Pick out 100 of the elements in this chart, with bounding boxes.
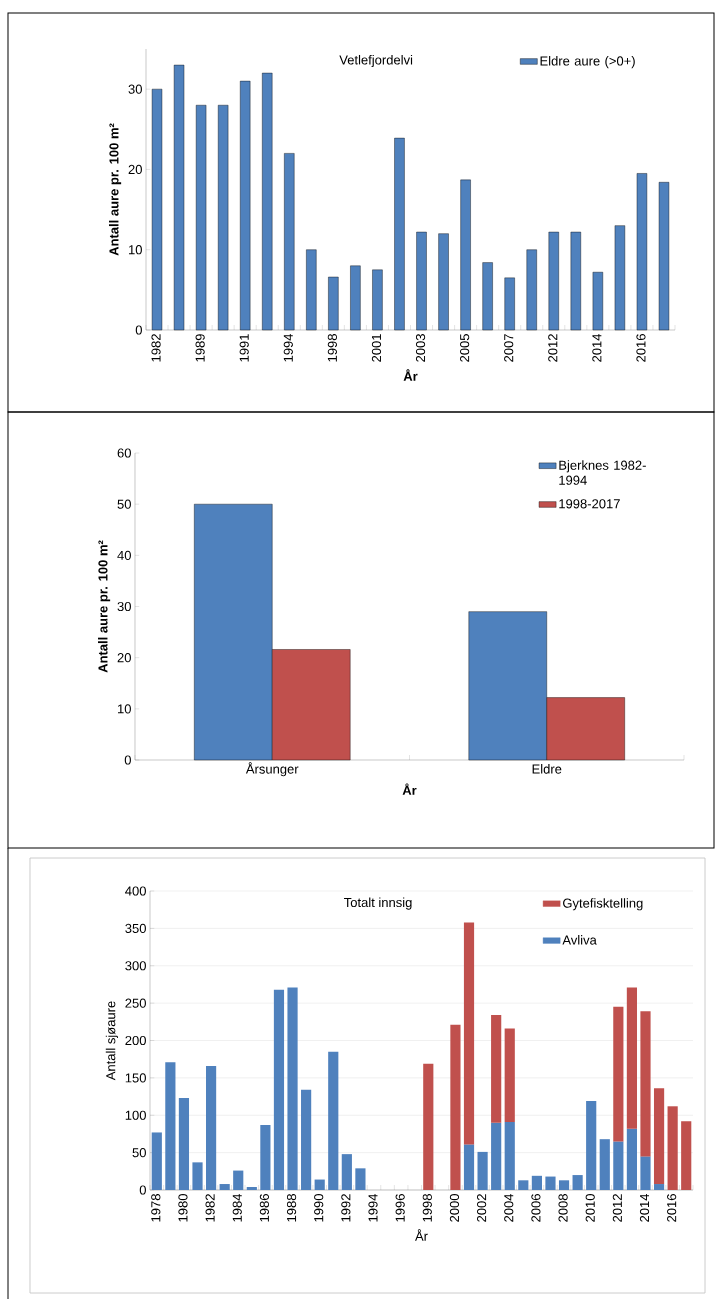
y-tick-label: 20	[117, 653, 131, 663]
x-tick-label: 1986	[259, 1194, 270, 1222]
bar	[545, 1176, 556, 1191]
bar	[416, 231, 427, 331]
y-tick-label: 0	[139, 1185, 146, 1195]
x-tick-label: 2005	[460, 334, 470, 362]
y-axis-title: Antall sjøaure	[105, 1001, 118, 1081]
y-tick-label: 10	[118, 704, 131, 714]
bar	[233, 1170, 244, 1191]
bar	[613, 1141, 624, 1191]
bar	[640, 1011, 651, 1157]
legend-label: Bjerknes 1982-1994	[559, 460, 646, 485]
x-tick-label: 1978	[151, 1194, 161, 1222]
bar	[355, 1168, 366, 1191]
bar	[640, 1156, 651, 1191]
bar	[636, 173, 648, 331]
bar	[614, 225, 626, 331]
y-tick-label: 300	[125, 961, 146, 971]
bar	[548, 231, 559, 331]
legend-label: Gytefisktelling	[563, 898, 643, 911]
y-tick-label: 250	[125, 998, 146, 1008]
bar	[217, 105, 229, 331]
bar	[219, 1184, 230, 1191]
x-tick-label: Årsunger	[245, 762, 299, 777]
x-tick-label: 1994	[368, 1193, 378, 1222]
x-tick-label: 1998	[327, 334, 337, 362]
bar	[526, 249, 537, 331]
x-tick-label: 2012	[612, 1194, 622, 1222]
bar	[240, 80, 251, 331]
legend-label: 1998-2017	[559, 499, 620, 509]
x-tick-label: 2010	[585, 1194, 595, 1222]
chart-title: Vetlefjordelvi	[339, 54, 413, 68]
x-tick-label: 2001	[371, 334, 382, 362]
bar	[301, 1089, 312, 1191]
bar	[260, 1124, 271, 1191]
bar	[328, 276, 339, 331]
y-tick-label: 10	[129, 245, 142, 255]
bar	[314, 1179, 325, 1191]
y-tick-label: 150	[125, 1073, 146, 1083]
x-tick-label: 2014	[639, 1193, 650, 1222]
bar	[463, 922, 475, 1145]
x-tick-label: 1990	[314, 1194, 324, 1222]
y-tick-label: 50	[117, 499, 131, 509]
x-tick-label: 1996	[395, 1194, 405, 1222]
x-tick-label: 2016	[667, 1194, 677, 1222]
bar	[653, 1184, 665, 1191]
bar	[206, 1065, 217, 1191]
bar	[262, 72, 273, 331]
bar	[653, 1088, 665, 1185]
bar	[491, 1015, 502, 1123]
bar	[287, 987, 298, 1191]
bar	[192, 1162, 203, 1191]
bar	[151, 88, 163, 331]
bar	[477, 1151, 488, 1191]
y-tick-label: 20	[128, 164, 142, 175]
bar	[350, 265, 361, 331]
bar	[626, 987, 637, 1129]
bar	[558, 1180, 570, 1191]
bar	[438, 233, 449, 331]
bar	[178, 1098, 190, 1191]
y-tick-label: 400	[125, 886, 146, 896]
bar	[482, 262, 493, 331]
bar	[463, 1144, 475, 1191]
x-axis-title: År	[415, 1229, 428, 1241]
bar	[599, 1139, 610, 1191]
y-axis-title: Antall aure pr. 100 m²	[109, 123, 122, 256]
chart-title: Totalt innsig	[344, 897, 412, 910]
bar	[570, 231, 581, 331]
y-tick-label: 30	[117, 601, 131, 612]
legend-label: Avliva	[562, 935, 597, 945]
x-tick-label: 2002	[477, 1194, 487, 1222]
bar	[423, 1063, 434, 1191]
bar	[504, 277, 515, 331]
x-tick-label: 1991	[239, 334, 249, 362]
x-tick-label: 2007	[504, 334, 514, 362]
bar	[681, 1121, 692, 1191]
bar	[306, 249, 317, 331]
x-tick-label: 2012	[548, 334, 558, 362]
bar	[518, 1180, 529, 1191]
bar	[394, 137, 405, 331]
x-tick-label: 1982	[151, 334, 161, 362]
y-tick-label: 200	[125, 1035, 146, 1046]
x-tick-label: 2006	[531, 1194, 541, 1222]
bar	[284, 153, 295, 331]
y-tick-label: 50	[132, 1148, 146, 1158]
x-axis-title: År	[403, 369, 418, 381]
bar	[165, 1062, 176, 1191]
y-tick-label: 0	[135, 325, 142, 335]
y-tick-label: 60	[117, 448, 131, 458]
x-tick-label: 1988	[286, 1194, 297, 1222]
y-axis-title: Antall aure pr. 100 m²	[98, 540, 111, 673]
x-tick-label: 1982	[205, 1194, 215, 1222]
bar	[504, 1121, 515, 1191]
x-tick-label: 1984	[232, 1193, 242, 1222]
bar	[658, 182, 670, 331]
x-tick-label: 1980	[178, 1194, 188, 1222]
bar	[246, 1187, 257, 1191]
bar	[491, 1122, 502, 1191]
bar	[531, 1175, 542, 1191]
y-tick-label: 100	[125, 1110, 146, 1120]
